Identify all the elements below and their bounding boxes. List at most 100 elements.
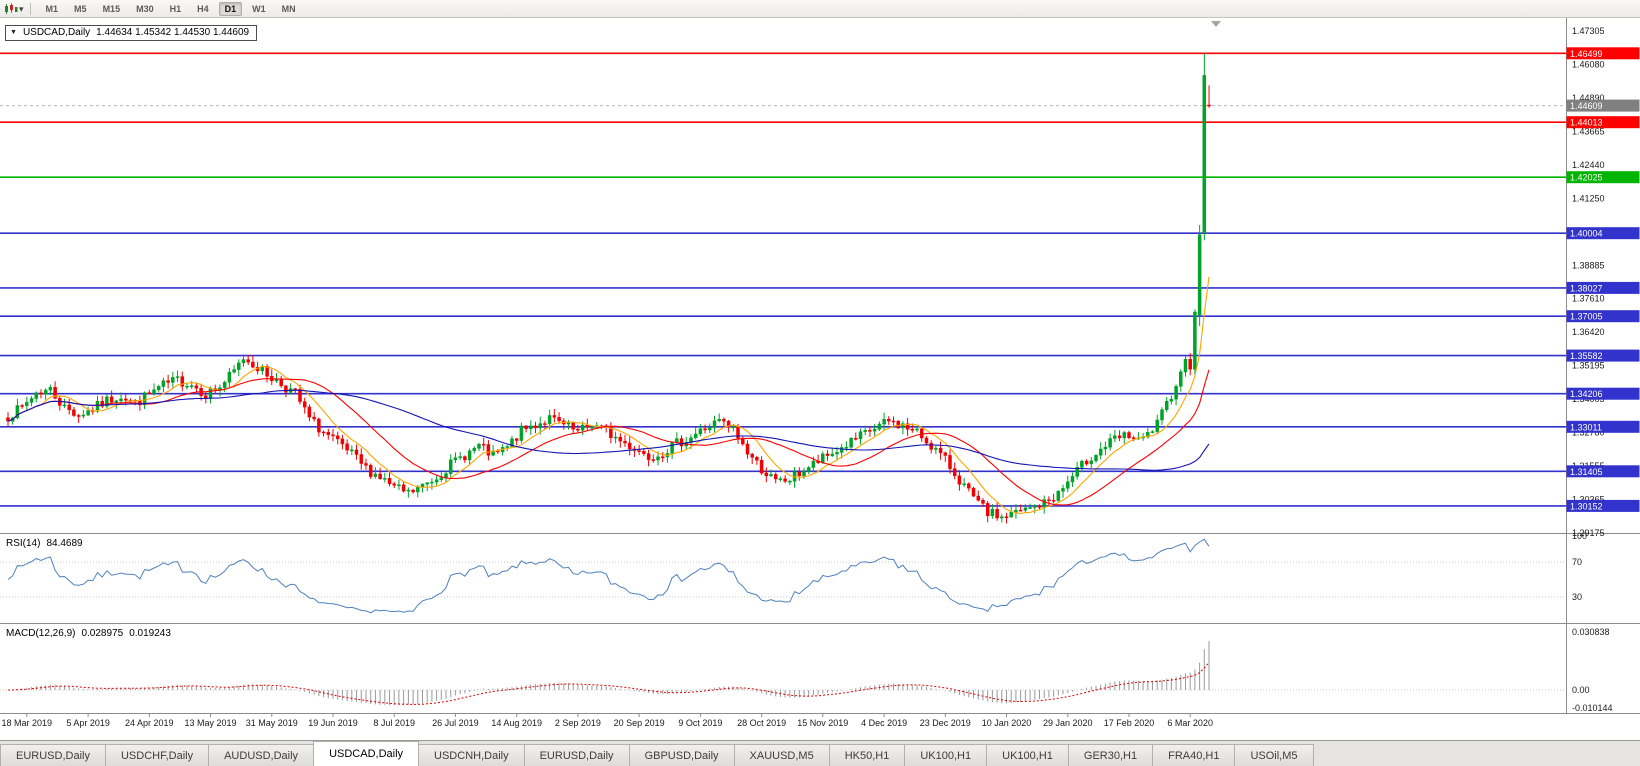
rsi-indicator-label: RSI(14) 84.4689 [6,538,89,549]
symbol-dropdown-icon[interactable]: ▼ [10,29,17,36]
svg-text:1.38885: 1.38885 [1572,260,1605,270]
chart-tab-eurusd-daily[interactable]: EURUSD,Daily [523,744,630,766]
svg-text:0.030838: 0.030838 [1572,627,1610,637]
rsi-line [7,538,1210,614]
svg-text:1.41250: 1.41250 [1572,193,1605,203]
svg-text:1.47305: 1.47305 [1572,26,1605,36]
svg-text:1.42440: 1.42440 [1572,160,1605,170]
chart-tab-fra40-h1[interactable]: FRA40,H1 [1152,744,1236,766]
chart-tab-eurusd-daily[interactable]: EURUSD,Daily [0,744,106,766]
price-line-label: 1.30152 [1566,499,1640,512]
svg-text:1.35582: 1.35582 [1570,351,1603,361]
svg-text:100: 100 [1572,531,1587,541]
svg-text:1.40004: 1.40004 [1570,229,1603,239]
timeframe-button-m1[interactable]: M1 [45,3,59,14]
timeframe-button-w1[interactable]: W1 [252,3,266,14]
svg-text:1.38027: 1.38027 [1570,283,1603,293]
price-line-label: 1.33011 [1566,420,1640,433]
chart-symbol-label: USDCAD,Daily [22,27,91,38]
svg-text:15 Nov 2019: 15 Nov 2019 [797,718,848,728]
macd-signal-value: 0.019243 [129,628,171,639]
svg-text:30: 30 [1572,592,1582,602]
price-line-label: 1.46499 [1566,47,1640,60]
timeframe-button-m15[interactable]: M15 [102,3,121,14]
svg-text:6 Mar 2020: 6 Mar 2020 [1167,718,1213,728]
svg-text:2 Sep 2019: 2 Sep 2019 [555,718,601,728]
svg-text:14 Aug 2019: 14 Aug 2019 [491,718,542,728]
chart-tab-gbpusd-daily[interactable]: GBPUSD,Daily [628,744,735,766]
chart-tab-usoil-m5[interactable]: USOil,M5 [1234,744,1314,766]
price-line-label: 1.38027 [1566,281,1640,294]
svg-text:23 Dec 2019: 23 Dec 2019 [920,718,971,728]
svg-text:1.34206: 1.34206 [1570,389,1603,399]
svg-text:1.44013: 1.44013 [1570,118,1603,128]
svg-text:0.00: 0.00 [1572,685,1590,695]
price-line-label: 1.37005 [1566,310,1640,323]
chart-tab-usdchf-daily[interactable]: USDCHF,Daily [104,744,210,766]
svg-text:20 Sep 2019: 20 Sep 2019 [614,718,665,728]
svg-text:1.44609: 1.44609 [1570,101,1603,111]
chart-tab-audusd-daily[interactable]: AUDUSD,Daily [208,744,315,766]
svg-text:13 May 2019: 13 May 2019 [184,718,236,728]
chart-tab-usdcad-daily[interactable]: USDCAD,Daily [313,741,420,766]
price-axis: 1.47305 1.46080 1.44890 1.43665 1.42440 1.412… [1566,26,1640,713]
svg-text:1.43665: 1.43665 [1572,126,1605,136]
chart-tab-xauusd-m5[interactable]: XAUUSD,M5 [733,744,830,766]
svg-text:8 Jul 2019: 8 Jul 2019 [373,718,415,728]
price-line-label: 1.34206 [1566,387,1640,400]
price-line-label: 1.44013 [1566,116,1640,129]
price-line-label: 1.44609 [1566,99,1640,112]
timeframe-button-m5[interactable]: M5 [74,3,87,14]
svg-text:1.46499: 1.46499 [1570,49,1603,59]
moving-averages-layer [7,276,1210,515]
chart-tab-ger30-h1[interactable]: GER30,H1 [1067,744,1154,766]
svg-text:1.42025: 1.42025 [1570,173,1603,183]
top-toolbar: ▾ M1 M5 M15 M30 H1 H4 D1 W1 MN [0,0,1640,18]
macd-histogram [12,640,1210,706]
rsi-value: 84.4689 [46,538,83,549]
timeframe-button-m30[interactable]: M30 [136,3,154,14]
svg-text:1.30365: 1.30365 [1572,495,1605,505]
svg-text:1.36420: 1.36420 [1572,327,1605,337]
macd-name: MACD(12,26,9) [6,628,76,639]
timeframe-button-d1[interactable]: D1 [218,1,243,16]
chart-tab-uk100-h1[interactable]: UK100,H1 [986,744,1069,766]
svg-text:1.33011: 1.33011 [1570,422,1602,432]
svg-text:9 Oct 2019: 9 Oct 2019 [678,718,722,728]
candles-layer [6,53,1211,524]
svg-text:1.46080: 1.46080 [1572,60,1605,70]
price-line-label: 1.31405 [1566,465,1640,478]
chart-canvas[interactable]: 1.47305 1.46080 1.44890 1.43665 1.42440 1.412… [0,18,1640,740]
chart-tab-uk100-h1[interactable]: UK100,H1 [904,744,988,766]
price-line-label: 1.42025 [1566,171,1640,184]
svg-text:4 Dec 2019: 4 Dec 2019 [861,718,907,728]
svg-text:26 Jul 2019: 26 Jul 2019 [432,718,479,728]
timeframe-buttons: M1 M5 M15 M30 H1 H4 D1 W1 MN [38,1,304,16]
horizontal-levels [0,52,1566,507]
timeframe-button-mn[interactable]: MN [281,3,296,14]
svg-text:1.37005: 1.37005 [1570,312,1603,322]
chart-tab-usdcnh-daily[interactable]: USDCNH,Daily [418,744,525,766]
svg-text:28 Oct 2019: 28 Oct 2019 [737,718,786,728]
price-line-label: 1.40004 [1566,227,1640,240]
timeframe-button-h1[interactable]: H1 [169,3,182,14]
svg-text:1.30152: 1.30152 [1570,501,1603,511]
price-line-label: 1.35582 [1566,349,1640,362]
chart-shift-marker[interactable] [1211,21,1221,27]
charts-menu-icon[interactable] [4,3,18,15]
chart-window: 1.47305 1.46080 1.44890 1.43665 1.42440 1.412… [0,18,1640,740]
macd-indicator-label: MACD(12,26,9) 0.028975 0.019243 [6,628,177,639]
svg-text:-0.010144: -0.010144 [1572,703,1613,713]
caret-down-icon[interactable]: ▾ [19,3,24,14]
timeframe-button-h4[interactable]: H4 [197,3,209,14]
chart-ohlc-values: 1.44634 1.45342 1.44530 1.44609 [96,27,250,38]
svg-text:1.44890: 1.44890 [1572,93,1605,103]
svg-text:1.31405: 1.31405 [1570,467,1603,477]
chart-tab-hk50-h1[interactable]: HK50,H1 [828,744,906,766]
svg-text:31 May 2019: 31 May 2019 [246,718,298,728]
macd-main-value: 0.028975 [81,628,124,639]
svg-text:19 Jun 2019: 19 Jun 2019 [308,718,358,728]
svg-text:1.35195: 1.35195 [1572,361,1605,371]
chart-tab-bar: EURUSD,Daily USDCHF,Daily AUDUSD,Daily USDC… [0,740,1640,766]
rsi-name: RSI(14) [6,538,41,549]
